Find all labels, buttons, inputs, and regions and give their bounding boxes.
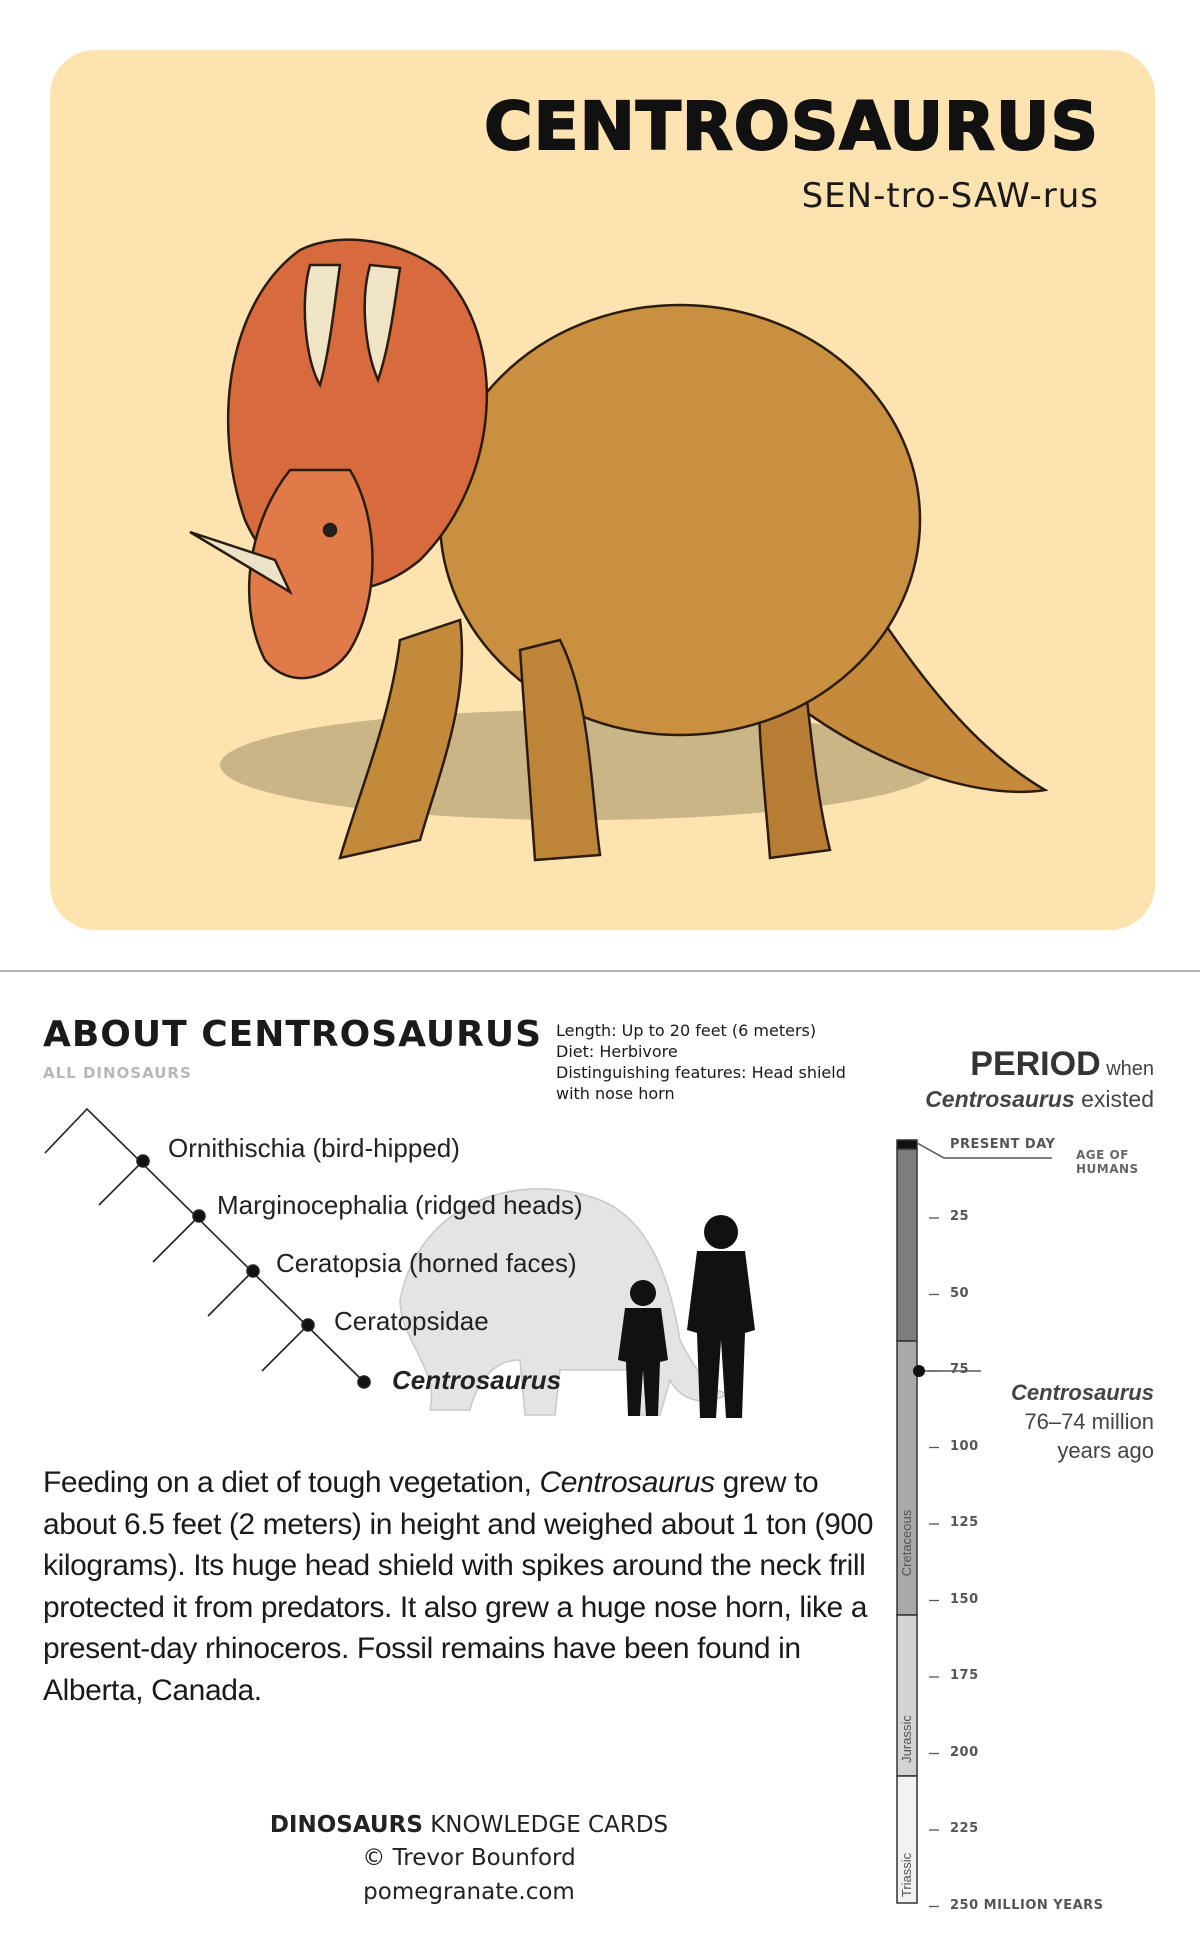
- timeline-tick-label: PRESENT DAY: [950, 1137, 1056, 1152]
- description-italic: Centrosaurus: [539, 1466, 715, 1499]
- cladogram: [44, 1107, 371, 1389]
- timeline-tick-label: 150: [950, 1591, 979, 1607]
- tick-marks: [929, 1217, 939, 1908]
- annotation-line: 76–74 million: [1024, 1409, 1154, 1434]
- about-heading: ABOUT CENTROSAURUS: [43, 1014, 543, 1055]
- footer-website: pomegranate.com: [363, 1879, 575, 1905]
- footer-series: KNOWLEDGE CARDS: [430, 1812, 669, 1838]
- era-label: Cretaceous: [899, 1509, 914, 1576]
- period-name-suffix: existed: [1081, 1086, 1154, 1112]
- clade-label: Ceratopsia (horned faces): [276, 1248, 577, 1278]
- fact-line: Length: Up to 20 feet (6 meters): [556, 1021, 817, 1040]
- timeline-tick-label: 200: [950, 1744, 979, 1760]
- clade-label: Centrosaurus: [392, 1365, 562, 1395]
- about-subheading: ALL DINOSAURS: [43, 1064, 192, 1082]
- card-title: CENTROSAURUS: [483, 87, 1099, 166]
- annotation-line: years ago: [1057, 1438, 1154, 1463]
- timeline-tick-label: 125: [950, 1515, 979, 1530]
- timeline-tick-label: 50: [950, 1285, 970, 1301]
- era-label: Jurassic: [899, 1715, 914, 1763]
- description-text: Feeding on a diet of tough vegetation,: [43, 1466, 540, 1499]
- clade-label: Ceratopsidae: [334, 1306, 489, 1336]
- period-title: PERIOD: [970, 1045, 1101, 1083]
- footer-copyright: © Trevor Bounford: [362, 1845, 576, 1871]
- timeline-bar: [896, 1139, 1052, 1904]
- period-name: Centrosaurus: [925, 1086, 1075, 1112]
- timeline-tick-label: 250 MILLION YEARS: [950, 1897, 1104, 1913]
- timeline-tick-label: 175: [950, 1668, 979, 1683]
- clade-label: Ornithischia (bird-hipped): [168, 1133, 460, 1163]
- clade-label: Marginocephalia (ridged heads): [217, 1190, 583, 1220]
- human-silhouettes: [618, 1215, 755, 1418]
- fact-line: with nose horn: [556, 1084, 675, 1103]
- dinosaur-illustration: [189, 238, 1049, 862]
- period-subheading: Centrosaurus existed: [925, 1086, 1154, 1113]
- age-of-humans: AGE OF HUMANS: [1076, 1148, 1139, 1176]
- description: Feeding on a diet of tough vegetation, C…: [43, 1462, 873, 1712]
- annotation-line: Centrosaurus: [1010, 1380, 1154, 1405]
- timeline-tick-label: 100: [950, 1438, 979, 1454]
- timeline-tick-label: 225: [950, 1821, 979, 1836]
- fact-line: Diet: Herbivore: [556, 1042, 678, 1061]
- description-text: grew to about 6.5 feet (2 meters) in hei…: [43, 1466, 873, 1707]
- timeline-tick-label: 75: [950, 1362, 970, 1377]
- age-label: AGE OF: [1076, 1148, 1129, 1162]
- era-labels: Cretaceous Jurassic Triassic: [899, 1509, 914, 1897]
- era-label: Triassic: [899, 1852, 914, 1897]
- age-label: HUMANS: [1076, 1162, 1139, 1176]
- fact-line: Distinguishing features: Head shield: [556, 1063, 846, 1082]
- timeline-tick-label: 25: [950, 1209, 970, 1224]
- period-heading: PERIOD when: [970, 1045, 1154, 1084]
- period-suffix: when: [1106, 1058, 1154, 1080]
- footer-brand: DINOSAURS: [269, 1812, 423, 1838]
- footer-brand-line: DINOSAURS KNOWLEDGE CARDS: [200, 1812, 738, 1838]
- pronunciation: SEN-tro-SAW-rus: [801, 176, 1099, 216]
